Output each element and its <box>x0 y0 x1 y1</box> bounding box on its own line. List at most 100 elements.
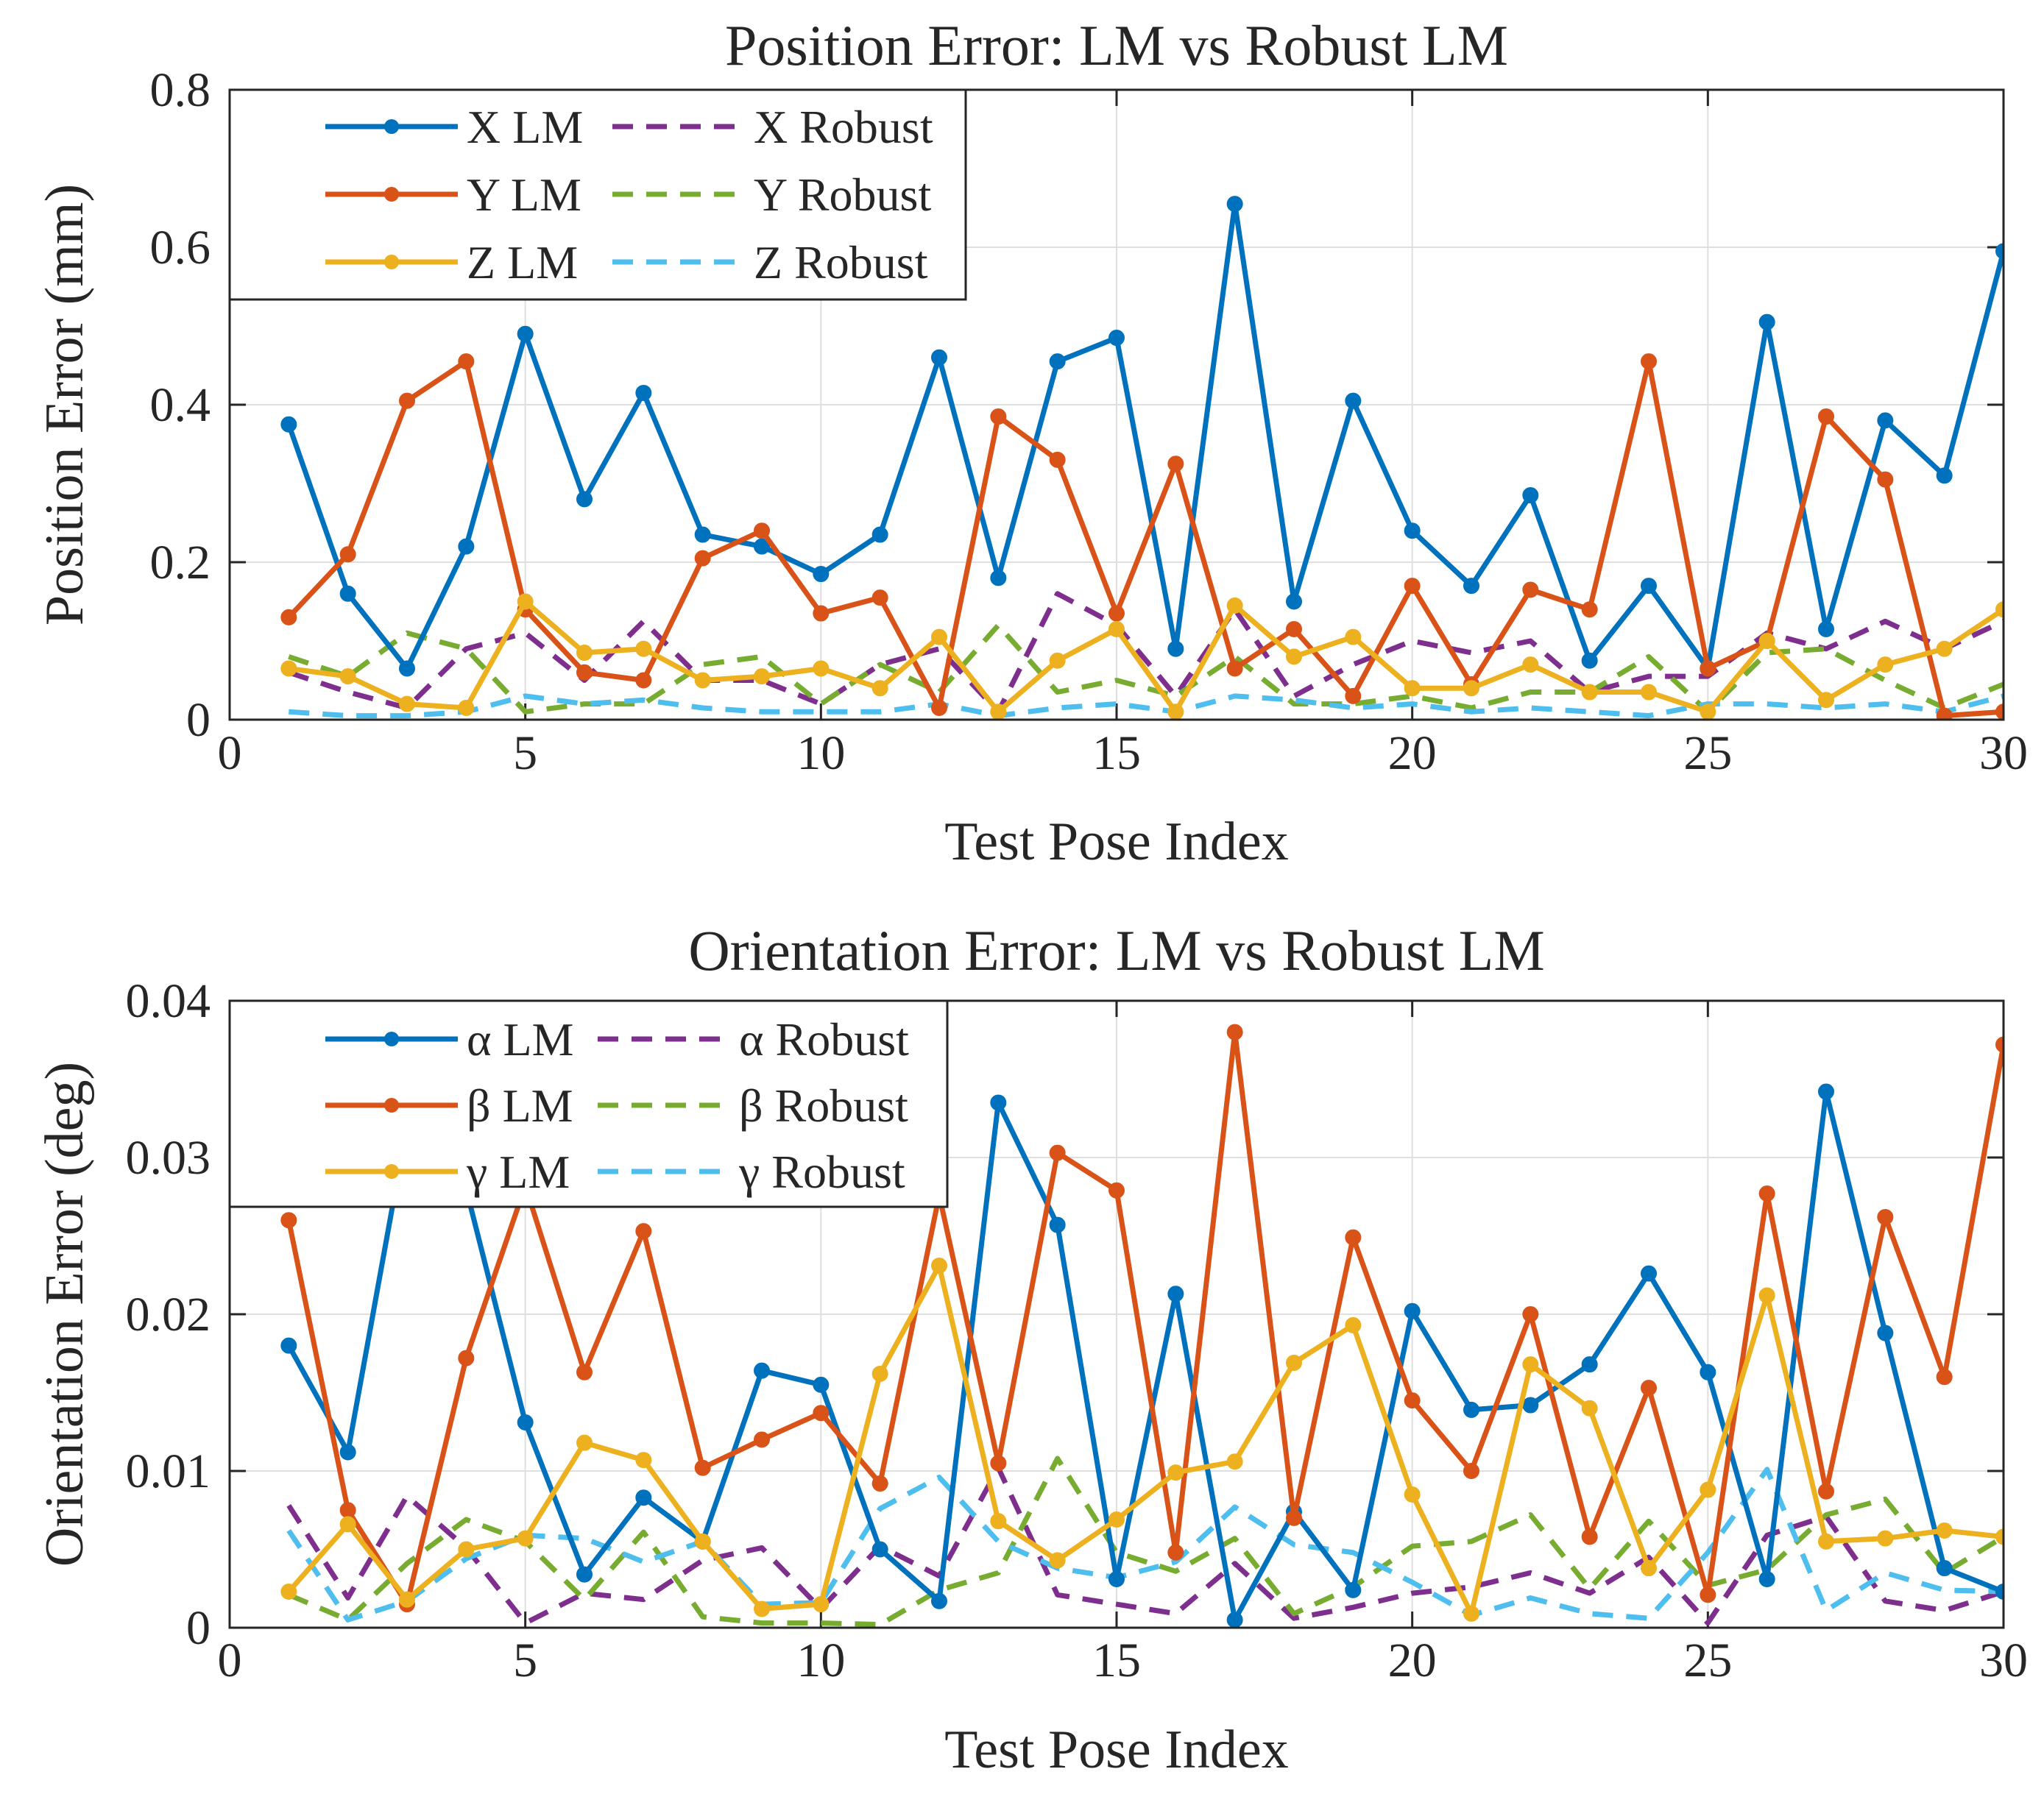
data-point-z-lm <box>1877 656 1894 673</box>
data-point-γ-lm <box>1345 1316 1362 1333</box>
data-point-x-lm <box>1404 522 1421 539</box>
data-point-z-lm <box>1581 684 1598 701</box>
data-point-α-lm <box>1226 1612 1243 1628</box>
data-point-γ-lm <box>1877 1530 1894 1547</box>
data-point-γ-lm <box>931 1257 947 1274</box>
x-tick-label: 10 <box>796 726 845 780</box>
series-line-x-lm <box>286 201 2004 671</box>
y-tick-label: 0 <box>186 693 211 747</box>
data-point-γ-lm <box>1463 1605 1479 1622</box>
y-tick-label: 0.4 <box>150 378 211 432</box>
legend-label-x-lm: X LM <box>467 101 583 153</box>
data-point-β-lm <box>458 1350 475 1366</box>
data-point-β-lm <box>576 1364 593 1380</box>
x-tick-label: 5 <box>513 726 537 780</box>
y-tick-label: 0.01 <box>126 1444 211 1498</box>
data-point-y-lm <box>1641 353 1657 370</box>
data-point-α-lm <box>280 1337 297 1354</box>
data-point-z-lm <box>694 672 711 689</box>
data-point-α-lm <box>1936 1560 1953 1577</box>
data-point-x-lm <box>1345 392 1362 409</box>
legend-label-β-lm: β LM <box>467 1080 573 1132</box>
x-tick-label: 5 <box>513 1634 537 1687</box>
axes-box <box>228 88 2005 721</box>
y-axis-label: Position Error (mm) <box>35 184 95 625</box>
legend-label-z-lm: Z LM <box>467 236 578 288</box>
x-tick-label: 0 <box>218 726 242 780</box>
data-point-α-lm <box>1167 1286 1184 1302</box>
data-point-γ-lm <box>1995 1528 2004 1545</box>
data-point-β-lm <box>871 1475 888 1492</box>
data-point-y-lm <box>635 672 652 689</box>
x-tick-label: 25 <box>1683 1634 1732 1687</box>
data-point-x-lm <box>576 491 593 508</box>
data-point-z-lm <box>871 680 888 697</box>
data-point-γ-lm <box>635 1452 652 1469</box>
data-point-β-lm <box>694 1459 711 1476</box>
data-point-y-lm <box>754 522 770 539</box>
data-point-γ-lm <box>871 1365 888 1382</box>
legend-label-x-robust: X Robust <box>754 101 933 153</box>
y-tick-label: 0.8 <box>150 63 211 117</box>
data-point-γ-lm <box>1522 1356 1539 1373</box>
data-point-z-lm <box>1995 601 2004 618</box>
data-point-β-lm <box>1463 1463 1479 1479</box>
data-point-y-lm <box>1108 605 1125 622</box>
data-point-y-lm <box>1581 601 1598 618</box>
data-point-y-lm <box>1226 660 1243 677</box>
data-point-y-lm <box>931 699 947 716</box>
series-line-y-lm <box>286 358 2004 719</box>
data-point-x-lm <box>1581 652 1598 669</box>
data-point-y-lm <box>458 353 475 370</box>
y-tick-label: 0.04 <box>126 974 211 1028</box>
data-point-x-lm <box>1641 578 1657 595</box>
data-point-y-lm <box>280 609 297 625</box>
data-point-z-lm <box>931 628 947 645</box>
data-point-z-lm <box>1167 703 1184 720</box>
x-tick-label: 15 <box>1092 726 1141 780</box>
data-point-γ-lm <box>339 1516 356 1533</box>
data-point-γ-lm <box>1226 1453 1243 1470</box>
data-point-α-lm <box>990 1094 1007 1111</box>
data-point-z-lm <box>1818 692 1834 709</box>
x-axis-label: Test Pose Index <box>944 1720 1289 1780</box>
legend-label-γ-robust: γ Robust <box>738 1146 905 1198</box>
y-axis-label: Orientation Error (deg) <box>35 1062 95 1567</box>
data-point-z-lm <box>1758 633 1775 649</box>
data-point-α-lm <box>754 1362 770 1379</box>
data-point-β-lm <box>1758 1185 1775 1202</box>
legend-marker-α-lm <box>384 1032 399 1046</box>
data-point-x-lm <box>1167 640 1184 657</box>
data-point-γ-lm <box>754 1600 770 1617</box>
series-line-γ-lm <box>286 1263 2004 1617</box>
data-point-α-lm <box>1463 1401 1479 1418</box>
y-tick-label: 0 <box>186 1601 211 1655</box>
data-point-α-lm <box>1049 1216 1066 1233</box>
data-point-x-lm <box>1049 353 1066 370</box>
data-point-x-lm <box>871 526 888 543</box>
x-tick-label: 30 <box>1979 1634 2028 1687</box>
data-point-α-lm <box>1700 1364 1716 1380</box>
data-point-y-lm <box>1936 707 1953 720</box>
data-point-x-lm <box>339 585 356 602</box>
data-point-β-lm <box>1345 1229 1362 1246</box>
data-point-α-lm <box>339 1444 356 1461</box>
legend-label-α-robust: α Robust <box>739 1013 909 1066</box>
data-point-β-lm <box>339 1502 356 1519</box>
data-point-α-lm <box>1995 1584 2004 1600</box>
data-point-γ-lm <box>399 1591 415 1608</box>
data-point-x-lm <box>1877 412 1894 429</box>
data-point-y-lm <box>1167 455 1184 472</box>
data-point-y-lm <box>1818 408 1834 425</box>
data-point-y-lm <box>399 392 415 409</box>
data-point-y-lm <box>1700 660 1716 677</box>
series-line-x-robust <box>288 591 2004 715</box>
data-point-y-lm <box>1995 703 2004 720</box>
legend-label-y-robust: Y Robust <box>754 169 931 221</box>
data-point-α-lm <box>1108 1570 1125 1587</box>
data-point-x-lm <box>635 384 652 401</box>
data-point-z-lm <box>1049 652 1066 669</box>
data-point-β-lm <box>1581 1528 1598 1545</box>
data-point-y-lm <box>1286 620 1302 637</box>
data-point-x-lm <box>754 538 770 555</box>
